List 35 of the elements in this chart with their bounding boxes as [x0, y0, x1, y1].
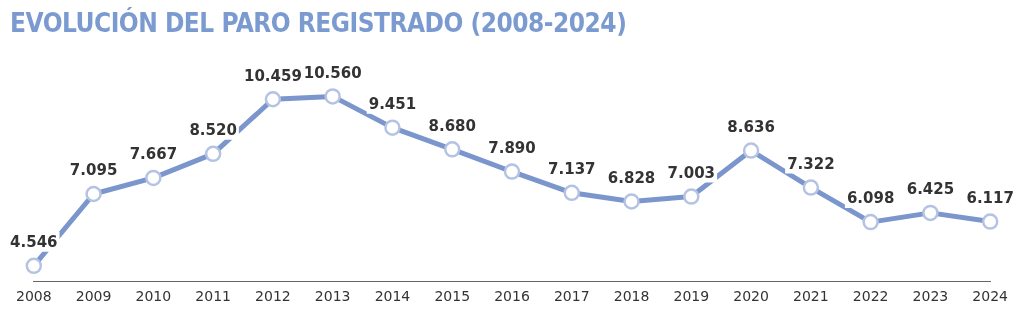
x-tick-label: 2023 — [912, 288, 949, 305]
x-tick-label: 2017 — [553, 288, 590, 305]
x-tick-label: 2024 — [972, 288, 1009, 305]
data-label: 8.636 — [727, 117, 775, 136]
data-label: 8.680 — [428, 116, 476, 135]
x-tick-label: 2010 — [135, 288, 172, 305]
data-label: 7.322 — [787, 155, 835, 174]
x-tick-label: 2008 — [15, 288, 52, 305]
data-label: 10.459 — [243, 66, 302, 85]
data-label: 4.546 — [10, 233, 58, 252]
x-tick-label: 2014 — [374, 288, 411, 305]
data-label: 6.828 — [607, 168, 656, 187]
x-tick-label: 2021 — [793, 288, 829, 305]
data-label: 7.890 — [488, 139, 536, 157]
x-tick-label: 2018 — [613, 288, 650, 305]
x-tick-label: 2011 — [195, 288, 231, 305]
x-tick-label: 2016 — [494, 288, 530, 305]
x-tick-label: 2009 — [75, 288, 112, 305]
data-label: 7.137 — [548, 160, 596, 179]
x-tick-label: 2022 — [852, 288, 889, 305]
x-tick-label: 2015 — [434, 288, 471, 305]
data-label: 7.003 — [667, 163, 716, 182]
data-label: 7.667 — [129, 145, 178, 164]
data-label: 10.560 — [303, 63, 362, 82]
data-label: 8.520 — [189, 121, 237, 140]
data-label: 9.451 — [368, 95, 417, 114]
data-label: 6.117 — [966, 188, 1014, 207]
x-tick-label: 2013 — [314, 288, 351, 305]
x-tick-label: 2020 — [733, 288, 769, 305]
chart-title: EVOLUCIÓN DEL PARO REGISTRADO (2008-2024) — [10, 8, 628, 40]
data-label: 7.095 — [69, 161, 118, 180]
data-label: 6.425 — [906, 180, 955, 199]
data-label: 6.098 — [846, 189, 895, 208]
x-tick-label: 2019 — [673, 288, 710, 305]
x-tick-label: 2012 — [255, 288, 291, 305]
